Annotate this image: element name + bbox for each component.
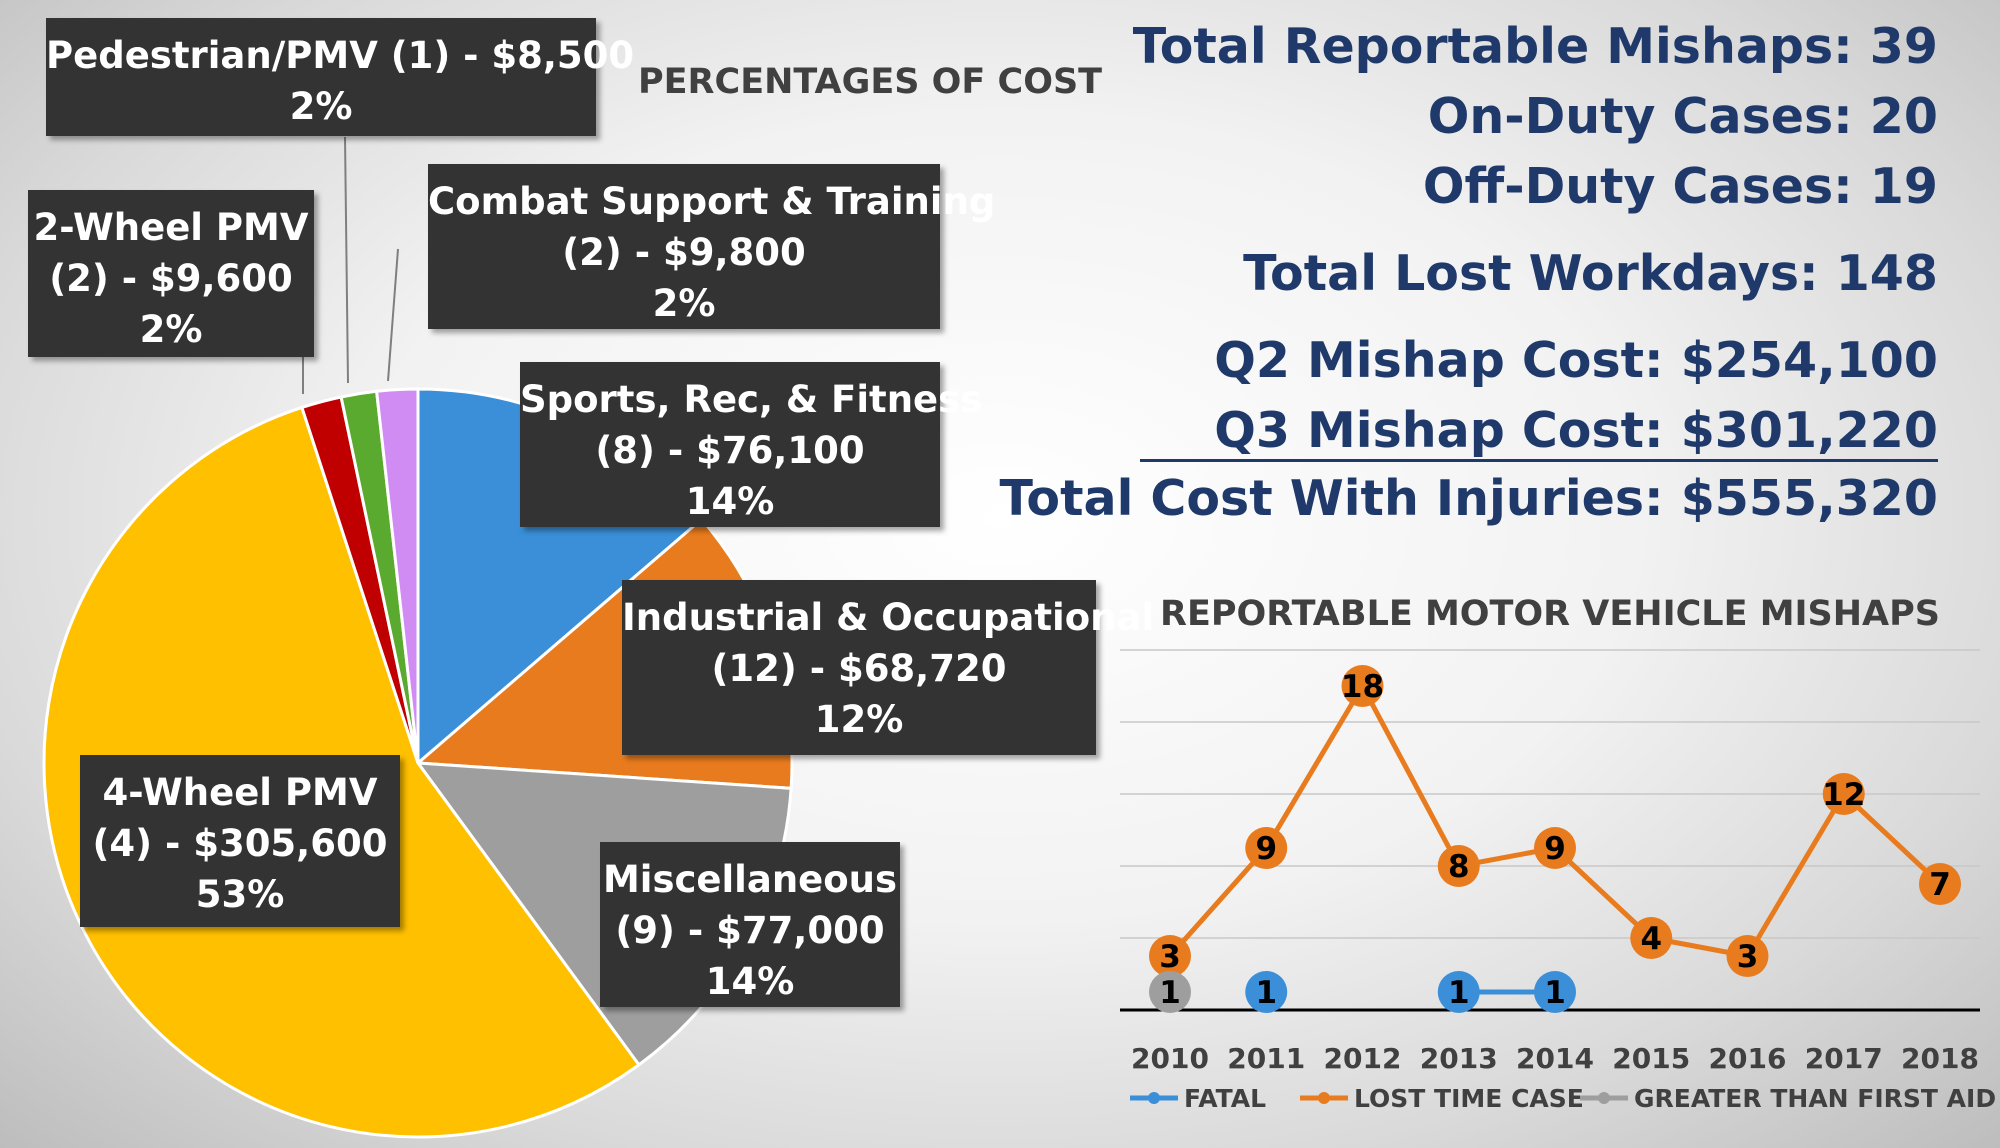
- label-line: 2%: [289, 85, 353, 128]
- data-point-fatal: [1534, 971, 1576, 1013]
- mishaps-line-chart: REPORTABLE MOTOR VEHICLE MISHAPS 2010 2011…: [1120, 594, 1996, 1113]
- label-line: 2%: [652, 282, 716, 325]
- label-line: (2) - $9,800: [562, 231, 806, 274]
- x-tick-label: 2010: [1131, 1042, 1209, 1075]
- data-label: 3: [1159, 939, 1181, 975]
- legend-marker: [1598, 1092, 1610, 1104]
- data-label: 12: [1822, 777, 1865, 813]
- stat-on-duty: On-Duty Cases: 20: [1427, 88, 1938, 145]
- x-tick-label: 2012: [1324, 1042, 1402, 1075]
- label-line: 14%: [685, 480, 775, 523]
- stat-total-cost: Total Cost With Injuries: $555,320: [999, 470, 1939, 527]
- label-line: 53%: [195, 873, 285, 916]
- line-chart-title: REPORTABLE MOTOR VEHICLE MISHAPS: [1160, 594, 1940, 634]
- label-line: Combat Support & Training: [428, 180, 996, 223]
- legend-marker: [1148, 1092, 1160, 1104]
- label-line: 2%: [139, 308, 203, 351]
- data-point-lost-time-case: [1245, 827, 1288, 869]
- x-tick-label: 2018: [1901, 1042, 1979, 1075]
- data-label: 7: [1929, 867, 1951, 903]
- label-combat-support: Combat Support & Training (2) - $9,800 2…: [428, 164, 996, 329]
- series-line-lost-time-case: [1168, 683, 1942, 959]
- x-tick-label: 2011: [1227, 1042, 1305, 1075]
- data-point-lost-time-case: [1341, 665, 1384, 707]
- data-point-lost-time-case: [1437, 845, 1480, 887]
- label-miscellaneous: Miscellaneous (9) - $77,000 14%: [600, 842, 900, 1007]
- x-tick-label: 2015: [1612, 1042, 1690, 1075]
- data-label: 3: [1737, 939, 1759, 975]
- x-tick-label: 2014: [1516, 1042, 1594, 1075]
- data-point-lost-time-case: [1149, 935, 1191, 977]
- data-label: 9: [1544, 831, 1566, 867]
- label-line: (2) - $9,600: [49, 257, 293, 300]
- label-pedestrian-pmv: Pedestrian/PMV (1) - $8,500 2%: [46, 18, 635, 136]
- label-line: Sports, Rec, & Fitness: [520, 378, 983, 421]
- pie-chart-title: PERCENTAGES OF COST: [638, 62, 1103, 102]
- data-point-lost-time-case: [1822, 773, 1865, 815]
- stat-divider: [1140, 459, 1938, 462]
- label-line: Miscellaneous: [602, 858, 898, 901]
- data-label: 1: [1448, 975, 1470, 1011]
- data-label: 9: [1255, 831, 1277, 867]
- legend-label-lost-time-case: LOST TIME CASE: [1354, 1084, 1584, 1113]
- data-point-greater-than-first-aid: [1149, 971, 1191, 1013]
- label-line: (9) - $77,000: [615, 909, 885, 952]
- label-sports-rec: Sports, Rec, & Fitness (8) - $76,100 14%: [520, 362, 983, 527]
- data-point-fatal: [1245, 971, 1288, 1013]
- data-label: 18: [1341, 669, 1384, 705]
- stat-off-duty: Off-Duty Cases: 19: [1422, 158, 1938, 215]
- label-2-wheel-pmv: 2-Wheel PMV (2) - $9,600 2%: [28, 190, 314, 357]
- label-line: 12%: [814, 698, 904, 741]
- data-point-lost-time-case: [1726, 935, 1769, 977]
- legend-label-fatal: FATAL: [1184, 1084, 1266, 1113]
- data-point-lost-time-case: [1534, 827, 1576, 869]
- data-point-lost-time-case: [1919, 863, 1961, 905]
- leader-line: [344, 136, 349, 384]
- label-line: Industrial & Occupational: [622, 596, 1155, 639]
- data-label: 1: [1255, 975, 1277, 1011]
- label-line: 2-Wheel PMV: [33, 206, 309, 249]
- data-label: 1: [1544, 975, 1566, 1011]
- label-line: 4-Wheel PMV: [102, 771, 378, 814]
- x-tick-label: 2017: [1805, 1042, 1883, 1075]
- label-line: 14%: [705, 960, 795, 1003]
- pie-slice-combat-support-training: [374, 387, 420, 764]
- legend-label-greater-than-first-aid: GREATER THAN FIRST AID: [1634, 1084, 1996, 1113]
- x-tick-label: 2016: [1709, 1042, 1787, 1075]
- stat-q2-cost: Q2 Mishap Cost: $254,100: [1214, 332, 1938, 389]
- label-line: (12) - $68,720: [711, 647, 1007, 690]
- stat-total-mishaps: Total Reportable Mishaps: 39: [1132, 18, 1938, 75]
- leader-line: [387, 248, 399, 382]
- label-line: (4) - $305,600: [92, 822, 388, 865]
- label-industrial: Industrial & Occupational (12) - $68,720…: [622, 580, 1155, 755]
- stat-q3-cost: Q3 Mishap Cost: $301,220: [1214, 402, 1938, 459]
- data-label: 4: [1640, 921, 1662, 957]
- data-point-lost-time-case: [1630, 917, 1673, 959]
- data-label: 1: [1159, 975, 1181, 1011]
- x-tick-label: 2013: [1420, 1042, 1498, 1075]
- label-line: (8) - $76,100: [595, 429, 865, 472]
- data-label: 8: [1448, 849, 1470, 885]
- stat-lost-workdays: Total Lost Workdays: 148: [1243, 245, 1938, 302]
- label-line: Pedestrian/PMV (1) - $8,500: [46, 34, 635, 77]
- legend-marker: [1318, 1092, 1330, 1104]
- cost-pie-chart: [42, 136, 794, 1139]
- data-point-fatal: [1437, 971, 1480, 1013]
- label-4-wheel-pmv: 4-Wheel PMV (4) - $305,600 53%: [80, 755, 400, 927]
